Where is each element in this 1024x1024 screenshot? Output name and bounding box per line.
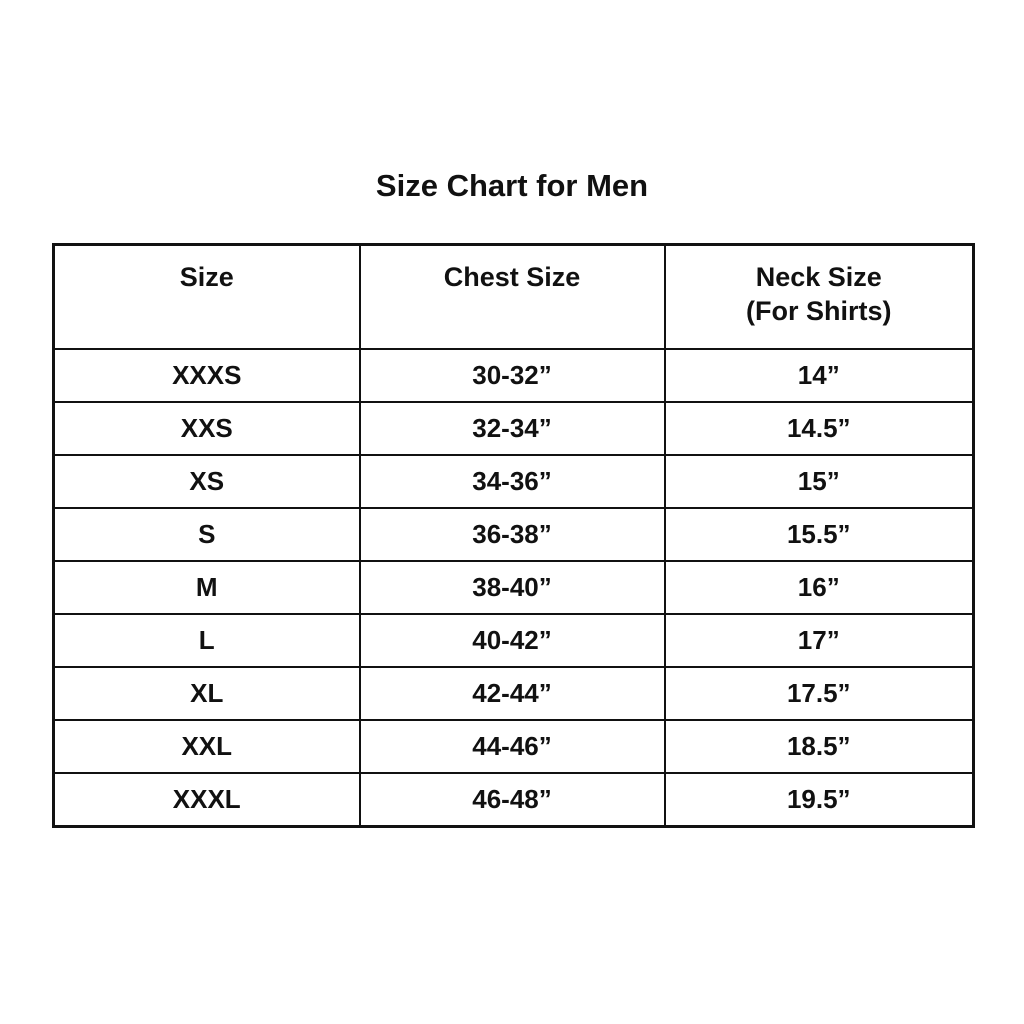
column-header-chest-size: Chest Size: [358, 243, 666, 350]
cell-neck: 17.5”: [663, 666, 975, 721]
column-header-chest-size-label: Chest Size: [443, 262, 581, 292]
column-header-size-label: Size: [179, 262, 234, 292]
table-header-row: Size Chest Size Neck Size (For Shirts): [52, 243, 975, 350]
table-row: L 40-42” 17”: [52, 613, 975, 668]
cell-chest: 30-32”: [358, 348, 666, 403]
column-header-neck-size: Neck Size (For Shirts): [663, 243, 975, 350]
cell-size: M: [52, 560, 361, 615]
cell-chest: 36-38”: [358, 507, 666, 562]
cell-neck: 19.5”: [663, 772, 975, 828]
cell-chest: 46-48”: [358, 772, 666, 828]
cell-chest: 32-34”: [358, 401, 666, 456]
table-row: XL 42-44” 17.5”: [52, 666, 975, 721]
table-row: XXS 32-34” 14.5”: [52, 401, 975, 456]
cell-neck: 15.5”: [663, 507, 975, 562]
cell-size: XXL: [52, 719, 361, 774]
cell-chest: 44-46”: [358, 719, 666, 774]
table-row: S 36-38” 15.5”: [52, 507, 975, 562]
cell-neck: 14.5”: [663, 401, 975, 456]
table-row: XXXL 46-48” 19.5”: [52, 772, 975, 828]
column-header-neck-size-label: Neck Size: [755, 262, 882, 292]
column-header-neck-size-sublabel: (For Shirts): [746, 296, 892, 326]
cell-neck: 18.5”: [663, 719, 975, 774]
cell-neck: 14”: [663, 348, 975, 403]
cell-size: S: [52, 507, 361, 562]
table-row: XS 34-36” 15”: [52, 454, 975, 509]
cell-size: XXXL: [52, 772, 361, 828]
table-row: XXXS 30-32” 14”: [52, 348, 975, 403]
page-title: Size Chart for Men: [375, 168, 649, 203]
cell-chest: 34-36”: [358, 454, 666, 509]
size-chart-table: Size Chest Size Neck Size (For Shirts) X…: [52, 243, 975, 828]
cell-neck: 15”: [663, 454, 975, 509]
table-row: XXL 44-46” 18.5”: [52, 719, 975, 774]
cell-size: XS: [52, 454, 361, 509]
cell-size: XXS: [52, 401, 361, 456]
column-header-size: Size: [52, 243, 361, 350]
cell-neck: 16”: [663, 560, 975, 615]
cell-chest: 38-40”: [358, 560, 666, 615]
cell-size: L: [52, 613, 361, 668]
cell-chest: 42-44”: [358, 666, 666, 721]
cell-size: XXXS: [52, 348, 361, 403]
cell-neck: 17”: [663, 613, 975, 668]
cell-size: XL: [52, 666, 361, 721]
cell-chest: 40-42”: [358, 613, 666, 668]
table-row: M 38-40” 16”: [52, 560, 975, 615]
